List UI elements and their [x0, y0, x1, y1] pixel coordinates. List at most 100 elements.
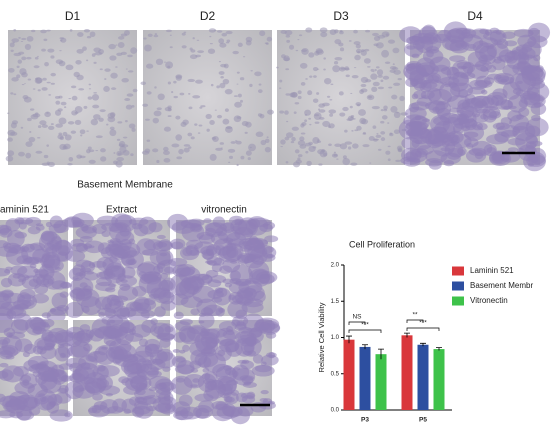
- cell: [229, 155, 233, 159]
- cell: [393, 69, 401, 75]
- cell: [34, 389, 57, 411]
- cell: [284, 110, 289, 115]
- cell: [324, 77, 332, 85]
- cell: [16, 74, 21, 79]
- cell: [245, 40, 252, 46]
- cell: [215, 287, 228, 298]
- cell: [2, 242, 11, 249]
- cell: [316, 92, 320, 95]
- cell: [18, 221, 27, 230]
- cell: [116, 151, 122, 157]
- cell: [117, 242, 141, 258]
- cell: [57, 108, 63, 112]
- cell: [14, 381, 35, 395]
- cell: [163, 126, 172, 132]
- cell: [377, 86, 385, 90]
- cell: [115, 66, 118, 68]
- cell: [83, 105, 88, 109]
- cell: [167, 115, 172, 118]
- cell: [329, 113, 334, 117]
- cell: [242, 350, 252, 355]
- cell: [317, 108, 321, 111]
- cell: [21, 56, 27, 61]
- cell: [136, 238, 156, 256]
- cell: [98, 385, 121, 396]
- x-tick-label: P3: [361, 417, 369, 424]
- cell: [218, 307, 226, 313]
- cell: [443, 83, 451, 88]
- cell: [71, 110, 78, 116]
- cell: [428, 36, 439, 45]
- cell: [50, 55, 55, 59]
- cell: [245, 150, 252, 156]
- cell: [472, 122, 484, 131]
- cell: [381, 115, 388, 120]
- cell: [77, 32, 84, 37]
- cell: [338, 91, 344, 96]
- cell: [65, 301, 84, 318]
- cell: [323, 57, 326, 60]
- cell: [301, 122, 307, 127]
- cell: [152, 148, 159, 153]
- cell: [236, 321, 247, 330]
- cell: [132, 405, 151, 415]
- cell: [140, 81, 147, 86]
- cell: [26, 35, 34, 42]
- cell: [85, 353, 98, 362]
- cell: [290, 141, 295, 144]
- cell: [299, 62, 308, 69]
- cell: [67, 121, 75, 125]
- cell: [18, 51, 25, 55]
- cell: [112, 247, 125, 256]
- cell: [192, 37, 195, 40]
- cell: [215, 147, 223, 151]
- cell: [266, 136, 269, 139]
- cell: [388, 86, 393, 89]
- cell: [179, 92, 185, 96]
- cell: [75, 60, 82, 65]
- cell: [109, 55, 117, 61]
- bar: [375, 354, 387, 410]
- cell: [5, 155, 14, 162]
- cell: [46, 144, 50, 147]
- cell: [392, 63, 395, 66]
- cell: [221, 32, 228, 37]
- cell: [187, 132, 193, 137]
- cell: [387, 39, 396, 44]
- cell: [100, 148, 106, 153]
- cell: [443, 160, 455, 167]
- cell: [74, 119, 82, 125]
- x-tick-label: P5: [419, 417, 427, 424]
- cell: [50, 82, 55, 85]
- cell: [294, 102, 300, 105]
- cell: [41, 253, 50, 260]
- cell: [149, 249, 172, 266]
- cell: [389, 65, 397, 70]
- significance-bracket: [406, 327, 440, 331]
- cell: [121, 78, 129, 83]
- cell: [173, 332, 187, 343]
- cell: [165, 61, 174, 69]
- cell: [255, 131, 264, 138]
- cell: [297, 154, 303, 158]
- cell: [380, 120, 385, 124]
- cell: [64, 134, 72, 141]
- cell: [122, 136, 128, 139]
- micrographs: [0, 21, 551, 425]
- cell: [160, 300, 176, 311]
- cell: [260, 139, 267, 146]
- cell: [192, 378, 200, 383]
- cell: [264, 146, 271, 153]
- cell: [234, 101, 242, 108]
- cell: [131, 127, 136, 132]
- cell: [11, 77, 19, 82]
- column-label: vitronectin: [201, 205, 247, 216]
- cell: [215, 227, 228, 237]
- cell: [145, 63, 154, 69]
- cell: [385, 150, 391, 155]
- cell: [300, 82, 306, 86]
- cell: [259, 30, 266, 37]
- cell: [29, 263, 37, 269]
- cell: [237, 93, 242, 98]
- cell: [209, 42, 213, 45]
